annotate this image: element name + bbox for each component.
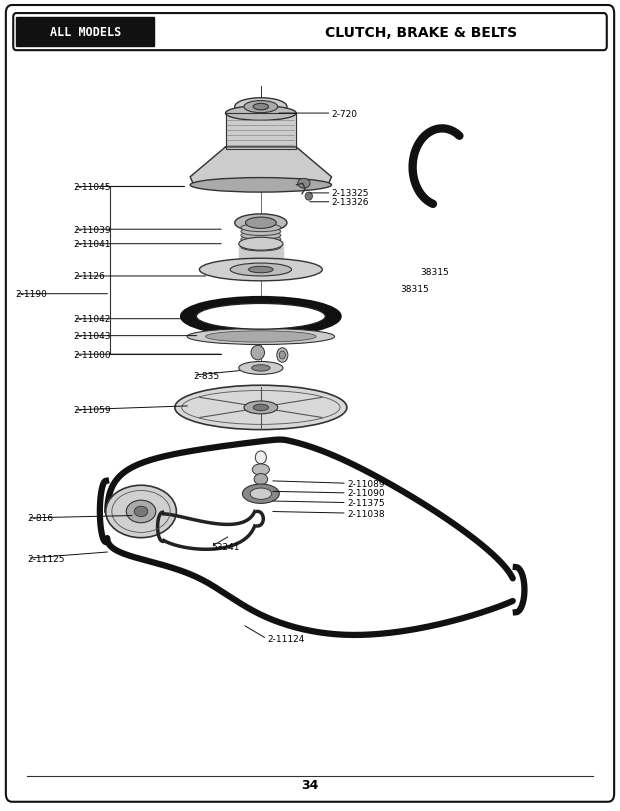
Text: 2-11042: 2-11042: [73, 315, 111, 324]
Polygon shape: [190, 148, 332, 190]
Text: 2-11375: 2-11375: [347, 499, 384, 508]
Ellipse shape: [175, 386, 347, 430]
Ellipse shape: [254, 474, 268, 485]
Ellipse shape: [255, 452, 267, 465]
Ellipse shape: [241, 236, 281, 244]
Ellipse shape: [187, 329, 335, 345]
Ellipse shape: [241, 225, 281, 232]
Text: 2-11090: 2-11090: [347, 489, 384, 498]
Ellipse shape: [200, 259, 322, 281]
Ellipse shape: [235, 99, 287, 116]
Text: ALL MODELS: ALL MODELS: [50, 26, 122, 39]
Ellipse shape: [126, 500, 156, 523]
Text: 2-13325: 2-13325: [332, 189, 369, 198]
Text: 2-11000: 2-11000: [73, 350, 111, 359]
Ellipse shape: [230, 264, 291, 277]
Ellipse shape: [241, 240, 281, 248]
Text: 53241: 53241: [211, 542, 240, 551]
Text: 38315: 38315: [420, 268, 450, 277]
Text: CLUTCH, BRAKE & BELTS: CLUTCH, BRAKE & BELTS: [324, 26, 516, 40]
Ellipse shape: [251, 346, 265, 360]
Text: 2-11043: 2-11043: [73, 332, 111, 341]
Ellipse shape: [241, 243, 281, 251]
Ellipse shape: [244, 401, 278, 414]
Ellipse shape: [235, 215, 287, 232]
Text: 38315: 38315: [400, 284, 429, 294]
Text: 2-11124: 2-11124: [267, 634, 304, 644]
Text: 2-13326: 2-13326: [332, 198, 369, 207]
Ellipse shape: [298, 179, 310, 189]
FancyBboxPatch shape: [6, 6, 614, 802]
Ellipse shape: [105, 486, 176, 538]
Text: 2-1190: 2-1190: [15, 290, 47, 298]
Ellipse shape: [249, 267, 273, 273]
Text: 2-11059: 2-11059: [73, 406, 111, 415]
Text: 2-11038: 2-11038: [347, 509, 384, 518]
Ellipse shape: [242, 484, 279, 504]
Ellipse shape: [244, 101, 278, 114]
Ellipse shape: [226, 107, 296, 121]
Text: 34: 34: [301, 778, 319, 791]
Text: 2-816: 2-816: [27, 514, 53, 523]
Ellipse shape: [239, 362, 283, 375]
Ellipse shape: [181, 298, 341, 337]
Ellipse shape: [206, 332, 316, 343]
Text: 2-11045: 2-11045: [73, 182, 111, 191]
Ellipse shape: [239, 238, 283, 251]
Text: 2-1126: 2-1126: [73, 272, 105, 281]
Polygon shape: [239, 244, 283, 270]
Ellipse shape: [250, 488, 272, 500]
Ellipse shape: [279, 351, 285, 359]
Ellipse shape: [241, 228, 281, 236]
Ellipse shape: [252, 465, 270, 475]
Ellipse shape: [246, 218, 276, 229]
Ellipse shape: [277, 348, 288, 363]
Text: 2-835: 2-835: [193, 371, 219, 380]
Text: 2-11041: 2-11041: [73, 240, 111, 249]
Ellipse shape: [241, 232, 281, 240]
Ellipse shape: [190, 178, 332, 193]
Ellipse shape: [197, 304, 326, 330]
Ellipse shape: [135, 507, 148, 517]
Text: 2-720: 2-720: [332, 109, 358, 118]
Text: 2-11039: 2-11039: [73, 225, 111, 234]
Text: 2-11125: 2-11125: [27, 554, 65, 563]
FancyBboxPatch shape: [16, 18, 154, 47]
Ellipse shape: [252, 365, 270, 371]
Polygon shape: [226, 114, 296, 149]
Text: 2-11089: 2-11089: [347, 479, 384, 488]
Ellipse shape: [253, 405, 268, 411]
FancyBboxPatch shape: [13, 14, 607, 51]
Ellipse shape: [253, 105, 268, 111]
Ellipse shape: [305, 193, 312, 201]
